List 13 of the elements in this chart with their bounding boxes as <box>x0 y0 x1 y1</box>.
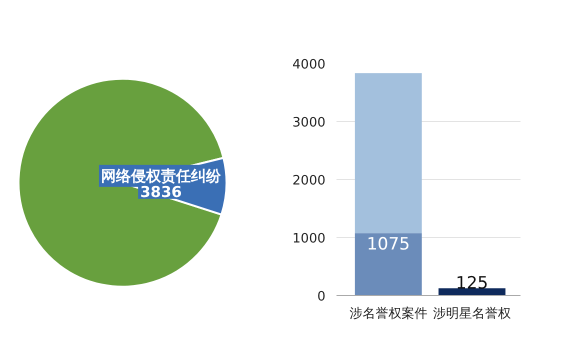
data-label: 3836 <box>140 182 182 201</box>
y-tick-label: 3000 <box>292 116 326 130</box>
y-tick-label: 2000 <box>292 174 326 188</box>
y-tick-label: 0 <box>317 290 326 304</box>
y-tick-label: 4000 <box>292 58 326 72</box>
y-tick-label: 1000 <box>292 232 326 246</box>
bar <box>354 233 422 296</box>
data-label: 125 <box>456 273 488 294</box>
bar <box>354 73 422 234</box>
slice-label: 网络侵权责任纠纷 <box>100 166 222 185</box>
data-label: 1075 <box>366 234 410 255</box>
x-tick-label: 涉名誉权案件 <box>349 306 428 322</box>
x-tick-label: 涉明星名誉权 <box>432 306 511 322</box>
